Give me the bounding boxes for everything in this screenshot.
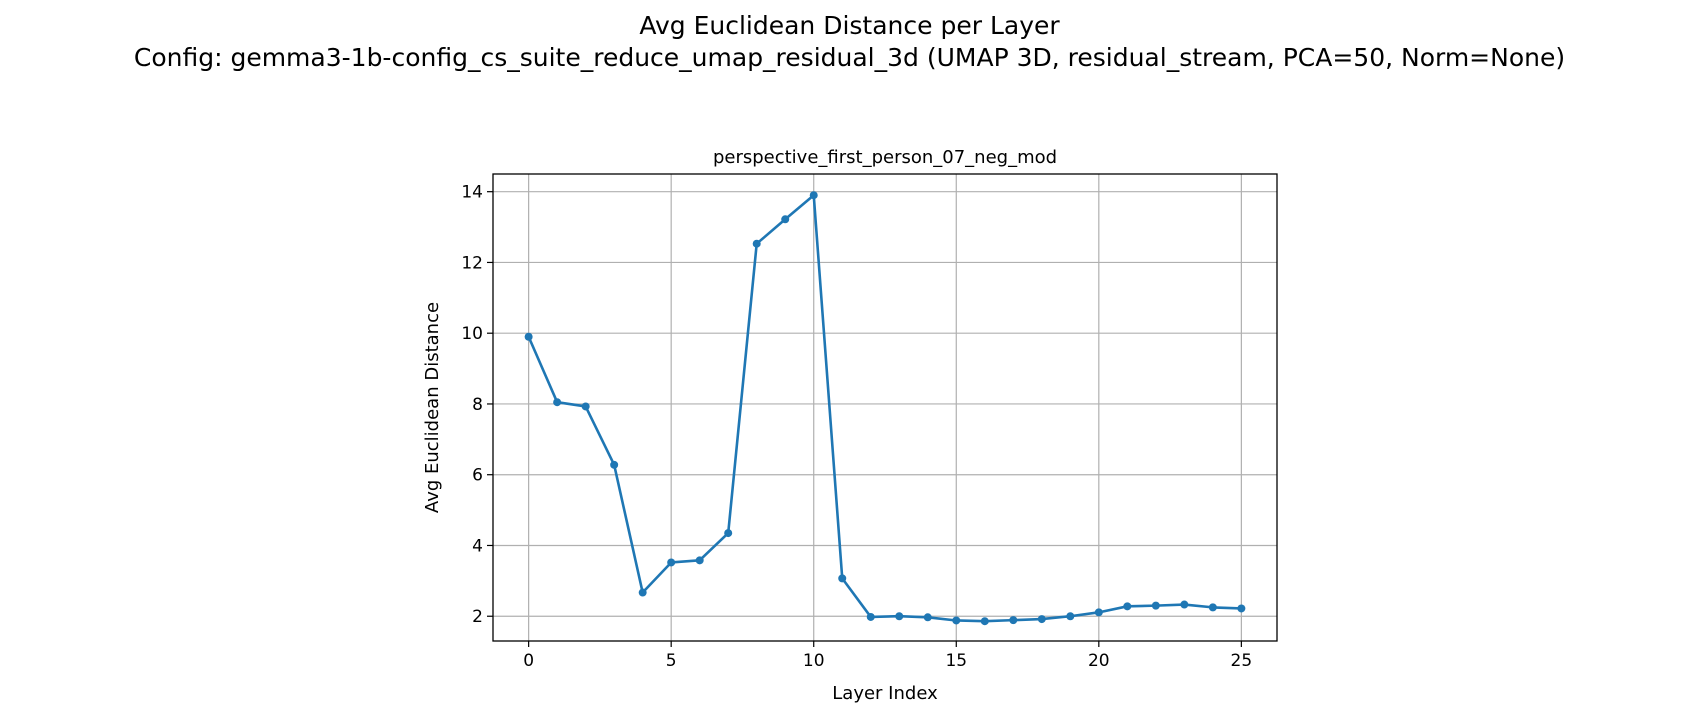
data-point bbox=[1237, 604, 1246, 613]
data-point bbox=[1009, 616, 1018, 625]
y-tick-label: 2 bbox=[472, 607, 483, 627]
axes-frame bbox=[492, 173, 1278, 642]
subplot-title: perspective_first_person_07_neg_mod bbox=[713, 147, 1057, 168]
data-point bbox=[524, 332, 533, 341]
y-tick-label: 8 bbox=[472, 395, 483, 415]
x-tick-label: 20 bbox=[1088, 651, 1110, 671]
x-tick-label: 0 bbox=[523, 651, 534, 671]
data-point bbox=[1094, 608, 1103, 617]
data-point bbox=[752, 239, 761, 248]
data-point bbox=[1037, 615, 1046, 624]
x-tick-label: 25 bbox=[1231, 651, 1253, 671]
series-line bbox=[527, 193, 1243, 623]
x-tick-label: 5 bbox=[666, 651, 677, 671]
data-point bbox=[838, 574, 847, 583]
y-tick-label: 4 bbox=[472, 536, 483, 556]
tick-layer: 0 5 10 15 20 25 2 4 6 8 10 12 14 bbox=[461, 183, 1252, 671]
x-tick-label: 10 bbox=[803, 651, 825, 671]
data-point bbox=[553, 398, 562, 407]
data-point bbox=[1151, 601, 1160, 610]
data-point bbox=[866, 612, 875, 621]
y-tick-label: 14 bbox=[461, 183, 483, 203]
data-point bbox=[610, 460, 619, 469]
data-point bbox=[923, 613, 932, 622]
data-point bbox=[638, 588, 647, 597]
data-point bbox=[581, 402, 590, 411]
y-axis-label: Avg Euclidean Distance bbox=[422, 302, 443, 513]
data-point bbox=[895, 612, 904, 621]
data-point bbox=[809, 191, 818, 200]
data-point bbox=[1180, 600, 1189, 609]
series-layer bbox=[524, 191, 1246, 626]
data-point bbox=[1123, 602, 1132, 611]
y-tick-label: 6 bbox=[472, 466, 483, 486]
figure-title-line-1: Avg Euclidean Distance per Layer bbox=[639, 11, 1060, 40]
y-tick-label: 12 bbox=[461, 253, 483, 273]
data-point bbox=[781, 215, 790, 224]
figure-title-line-2: Config: gemma3-1b-config_cs_suite_reduce… bbox=[133, 43, 1566, 72]
data-point bbox=[1066, 612, 1075, 621]
data-point bbox=[667, 558, 676, 567]
data-point bbox=[980, 617, 989, 626]
data-point bbox=[724, 529, 733, 538]
data-point bbox=[695, 556, 704, 565]
data-point bbox=[1208, 603, 1217, 612]
data-point bbox=[952, 616, 961, 625]
figure-title: Avg Euclidean Distance per Layer Config:… bbox=[0, 10, 1699, 74]
grid-lines bbox=[493, 174, 1277, 641]
x-axis-label: Layer Index bbox=[832, 683, 938, 704]
x-tick-label: 15 bbox=[945, 651, 967, 671]
y-tick-label: 10 bbox=[461, 324, 483, 344]
